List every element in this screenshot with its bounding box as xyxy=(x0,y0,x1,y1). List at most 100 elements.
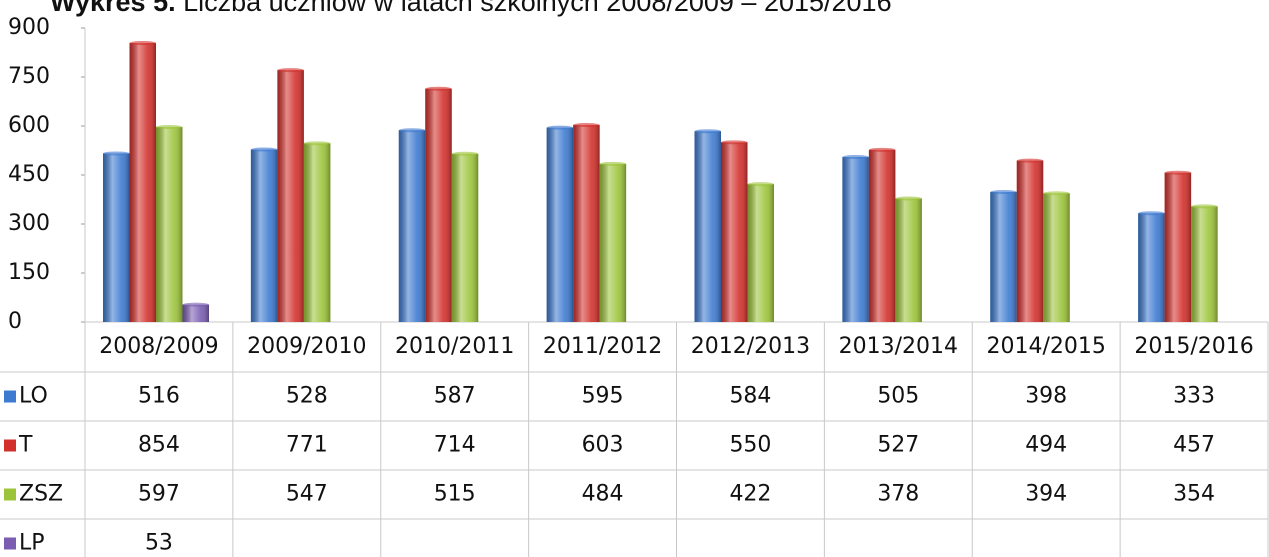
bar-cap xyxy=(277,68,304,73)
table-value: 53 xyxy=(145,531,173,556)
y-tick-label: 150 xyxy=(8,260,50,285)
table-value: 484 xyxy=(582,482,624,507)
x-tick-label: 2009/2010 xyxy=(247,334,366,359)
table-value: 584 xyxy=(729,384,771,409)
bar-cap xyxy=(303,141,331,146)
bar-shine xyxy=(721,142,748,322)
table-value: 505 xyxy=(877,384,919,409)
table-value: 597 xyxy=(138,482,180,507)
x-tick-label: 2011/2012 xyxy=(543,334,662,359)
x-tick-label: 2008/2009 xyxy=(99,334,218,359)
bar-cap xyxy=(895,196,922,201)
bar-shine xyxy=(277,70,304,322)
legend-label: LO xyxy=(19,384,48,409)
bar-cap xyxy=(1138,211,1165,216)
x-tick-label: 2012/2013 xyxy=(691,334,810,359)
table-value: 528 xyxy=(286,384,328,409)
table-value: 516 xyxy=(138,384,180,409)
y-tick-label: 0 xyxy=(8,309,22,334)
table-value: 547 xyxy=(286,482,328,507)
bar-shine xyxy=(1043,193,1070,322)
bar-shine xyxy=(842,157,869,322)
bar-shine xyxy=(694,131,721,322)
bar-cap xyxy=(451,151,479,156)
bar-shine xyxy=(182,304,209,322)
table-value: 494 xyxy=(1025,433,1067,458)
bar-shine xyxy=(103,153,130,322)
bar-cap xyxy=(546,125,574,130)
y-tick-label: 600 xyxy=(8,113,50,138)
bar-cap xyxy=(250,147,278,152)
legend-label: ZSZ xyxy=(19,482,63,507)
bar-shine xyxy=(1138,213,1165,322)
table-value: 771 xyxy=(286,433,328,458)
title-label: Wykres 5. xyxy=(50,0,176,17)
bar-cap xyxy=(103,151,130,156)
y-tick-label: 300 xyxy=(8,211,50,236)
y-tick-label: 750 xyxy=(8,64,50,89)
bar-shine xyxy=(546,127,574,322)
bar-shine xyxy=(1191,206,1218,322)
bar-cap xyxy=(1043,191,1070,196)
bar-shine xyxy=(895,198,922,322)
legend-label: LP xyxy=(19,531,45,556)
y-tick-label: 450 xyxy=(8,162,50,187)
bar-cap xyxy=(182,302,209,307)
bar-cap xyxy=(1016,158,1044,163)
table-value: 595 xyxy=(582,384,624,409)
table-value: 398 xyxy=(1025,384,1067,409)
bar-shine xyxy=(303,143,331,322)
bar-shine xyxy=(398,130,426,322)
bar-shine xyxy=(747,184,774,322)
legend-swatch xyxy=(4,488,16,501)
bar-cap xyxy=(694,129,721,134)
table-value: 527 xyxy=(877,433,919,458)
chart-title: Wykres 5. Liczba uczniów w latach szkoln… xyxy=(50,0,892,17)
legend-label: T xyxy=(18,433,33,458)
table-value: 457 xyxy=(1173,433,1215,458)
bar-shine xyxy=(990,191,1017,322)
bar-cap xyxy=(156,124,183,129)
bar-cap xyxy=(747,182,774,187)
x-tick-label: 2015/2016 xyxy=(1134,334,1253,359)
y-tick-label: 900 xyxy=(8,15,50,40)
bar-cap xyxy=(990,189,1017,194)
table-value: 603 xyxy=(582,433,624,458)
table-value: 515 xyxy=(434,482,476,507)
bar-cap xyxy=(1164,170,1192,175)
bar-shine xyxy=(250,149,278,322)
table-value: 354 xyxy=(1173,482,1215,507)
bar-shine xyxy=(1016,160,1044,322)
bar-shine xyxy=(425,88,452,322)
table-value: 550 xyxy=(729,433,771,458)
bar-shine xyxy=(451,153,479,322)
bar-cap xyxy=(721,140,748,145)
bar-shine xyxy=(573,125,600,323)
bar-cap xyxy=(398,128,426,133)
bar-cap xyxy=(1191,204,1218,209)
bar-cap xyxy=(842,155,869,160)
bar-cap xyxy=(573,123,600,128)
table-value: 333 xyxy=(1173,384,1215,409)
legend-swatch xyxy=(4,390,16,403)
legend-swatch xyxy=(4,439,16,452)
table-value: 378 xyxy=(877,482,919,507)
x-tick-label: 2014/2015 xyxy=(986,334,1105,359)
bar-cap xyxy=(129,41,156,46)
bar-cap xyxy=(868,147,896,152)
bar-shine xyxy=(1164,172,1192,322)
table-value: 587 xyxy=(434,384,476,409)
legend-swatch xyxy=(4,537,16,550)
x-tick-label: 2013/2014 xyxy=(839,334,958,359)
x-tick-label: 2010/2011 xyxy=(395,334,514,359)
table-value: 422 xyxy=(729,482,771,507)
bar-cap xyxy=(425,86,452,91)
bar-shine xyxy=(868,149,896,322)
table-value: 854 xyxy=(138,433,180,458)
bar-shine xyxy=(156,126,183,322)
bar-shine xyxy=(129,43,156,322)
bar-cap xyxy=(599,161,627,166)
table-value: 714 xyxy=(434,433,476,458)
title-text: Liczba uczniów w latach szkolnych 2008/2… xyxy=(183,0,891,17)
